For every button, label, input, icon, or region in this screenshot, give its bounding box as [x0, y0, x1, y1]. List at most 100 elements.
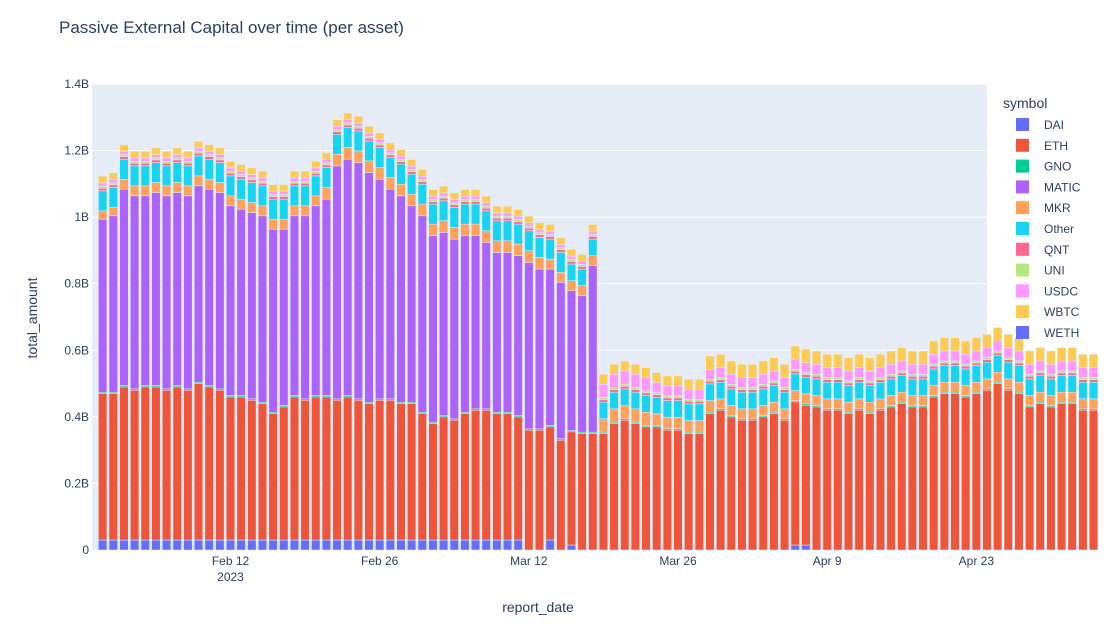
bar-segment-eth [684, 433, 694, 551]
legend-label-weth[interactable]: WETH [1044, 326, 1079, 340]
bar-segment-other [396, 163, 406, 185]
legend-swatch-gno[interactable] [1016, 159, 1029, 173]
bar-segment-uni [801, 372, 811, 375]
bar-segment-qnt [1025, 376, 1035, 380]
x-tick-label: Mar 12 [510, 554, 548, 568]
bar-segment-qnt [492, 217, 502, 222]
bar-segment-mkr [780, 408, 790, 420]
legend-swatch-dai[interactable] [1016, 118, 1029, 131]
bar-segment-uni [705, 378, 715, 382]
legend-swatch-uni[interactable] [1016, 263, 1029, 277]
bar-segment-other [907, 378, 917, 396]
legend-label-mkr[interactable]: MKR [1044, 201, 1071, 215]
bar-segment-matic [321, 198, 331, 396]
bar-segment-wbtc [897, 347, 907, 362]
bar-segment-other [577, 268, 587, 286]
bar-segment-eth [939, 393, 949, 551]
legend-label-gno[interactable]: GNO [1044, 160, 1071, 174]
bar-segment-other [769, 385, 779, 403]
legend-label-eth[interactable]: ETH [1044, 139, 1068, 153]
bar-segment-usdc [204, 150, 214, 155]
bar-segment-usdc [343, 119, 353, 124]
bar-segment-wbtc [279, 184, 289, 192]
bar-segment-wbtc [684, 378, 694, 390]
legend-label-dai[interactable]: DAI [1044, 118, 1064, 132]
legend-label-other[interactable]: Other [1044, 222, 1074, 236]
legend-swatch-mkr[interactable] [1016, 201, 1029, 215]
legend-label-matic[interactable]: MATIC [1044, 180, 1081, 194]
bar-segment-qnt [439, 197, 449, 202]
bar-segment-mkr [151, 182, 161, 193]
legend-swatch-wbtc[interactable] [1016, 305, 1029, 319]
legend-swatch-matic[interactable] [1016, 180, 1029, 194]
bar-segment-other [684, 403, 694, 421]
bar-segment-eth [471, 409, 481, 541]
bar-segment-matic [503, 252, 513, 413]
bar-segment-wbtc [460, 189, 470, 197]
bar-segment-wbtc [194, 141, 204, 149]
bar-segment-usdc [726, 374, 736, 385]
bar-segment-matic [194, 185, 204, 383]
bar-segment-qnt [897, 372, 907, 376]
bar-segment-eth [812, 406, 822, 551]
legend-swatch-usdc[interactable] [1016, 284, 1029, 298]
bar-segment-uni [534, 232, 545, 236]
bar-segment-mkr [364, 160, 374, 173]
bar-segment-wbtc [343, 112, 353, 120]
bar-segment-mkr [417, 203, 427, 217]
bar-segment-usdc [907, 364, 917, 375]
bar-segment-dai [513, 539, 523, 551]
bar-segment-dai [215, 539, 225, 551]
bar-segment-matic [172, 192, 182, 386]
bar-segment-wbtc [226, 160, 236, 169]
legend-label-wbtc[interactable]: WBTC [1044, 305, 1080, 319]
bar-segment-uni [918, 374, 928, 377]
bar-segment-wbtc [886, 350, 896, 365]
bar-segment-uni [641, 390, 651, 394]
bar-segment-other [108, 187, 118, 208]
bar-segment-usdc [865, 370, 875, 382]
bar-segment-mkr [833, 398, 843, 410]
bar-segment-dai [108, 539, 118, 551]
legend-label-qnt[interactable]: QNT [1044, 243, 1070, 257]
legend-swatch-eth[interactable] [1016, 138, 1029, 152]
bar-segment-wbtc [332, 119, 342, 127]
bar-segment-uni [822, 377, 832, 380]
bar-segment-dai [183, 539, 193, 551]
bar-segment-qnt [130, 162, 140, 167]
bar-segment-wbtc [652, 372, 662, 383]
legend-label-usdc[interactable]: USDC [1044, 284, 1078, 298]
bar-segment-matic [204, 188, 214, 386]
x-tick-label: Apr 9 [813, 554, 842, 568]
bar-segment-other [460, 203, 470, 225]
bar-segment-uni [428, 199, 438, 202]
bar-segment-other [375, 147, 385, 168]
bar-segment-dai [492, 539, 502, 551]
legend-label-uni[interactable]: UNI [1044, 264, 1065, 278]
bar-segment-mkr [534, 257, 545, 270]
bar-segment-eth [364, 403, 374, 541]
bar-segment-other [588, 238, 598, 256]
bar-segment-other [673, 400, 683, 418]
bar-segment-wbtc [268, 184, 278, 192]
legend-title: symbol [1003, 95, 1047, 111]
legend-swatch-other[interactable] [1016, 222, 1029, 235]
bar-segment-other [865, 385, 875, 403]
bar-segment-other [822, 381, 832, 400]
bar-segment-wbtc [865, 357, 875, 372]
bar-segment-uni [140, 160, 150, 164]
bar-segment-uni [1057, 370, 1067, 374]
bar-segment-mkr [226, 195, 236, 207]
legend-swatch-qnt[interactable] [1016, 242, 1029, 256]
bar-segment-qnt [311, 172, 321, 177]
bar-segment-usdc [982, 347, 992, 358]
bar-segment-qnt [460, 201, 470, 205]
bar-segment-other [332, 134, 342, 155]
bar-segment-mkr [971, 381, 981, 393]
legend-swatch-weth[interactable] [1016, 326, 1029, 339]
bar-segment-mkr [332, 153, 342, 167]
bar-segment-usdc [1089, 367, 1099, 378]
y-tick-label: 0.2B [64, 476, 89, 490]
bar-segment-usdc [588, 230, 598, 235]
bar-segment-other [843, 385, 853, 403]
